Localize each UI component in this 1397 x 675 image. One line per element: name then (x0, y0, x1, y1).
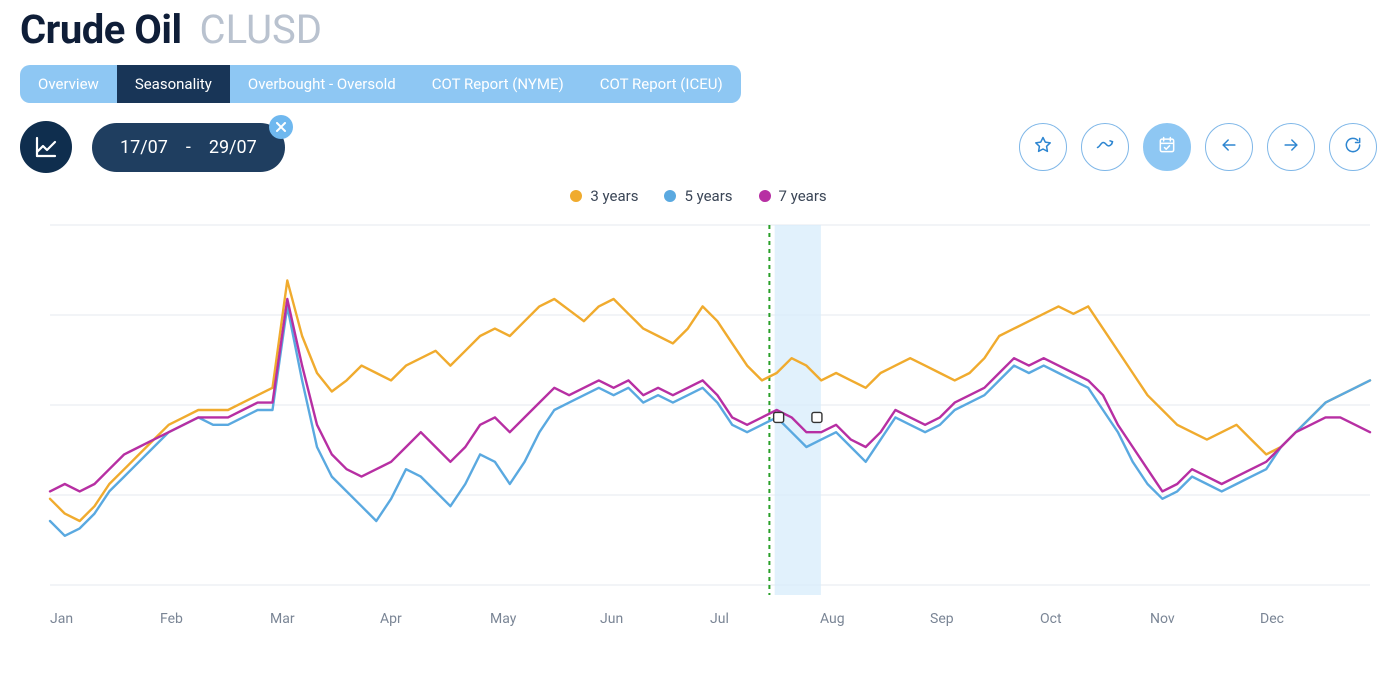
tab-overview[interactable]: Overview (20, 65, 117, 103)
svg-text:Apr: Apr (380, 611, 402, 627)
legend-label: 5 years (684, 187, 732, 205)
svg-text:Aug: Aug (820, 611, 845, 627)
ticker-symbol: CLUSD (200, 6, 322, 53)
star-icon (1033, 135, 1053, 159)
legend-item[interactable]: 5 years (664, 187, 732, 205)
refresh-icon (1343, 135, 1363, 159)
legend-swatch (759, 190, 771, 202)
next-button[interactable] (1267, 123, 1315, 171)
trend-icon (1095, 135, 1115, 159)
trend-button[interactable] (1081, 123, 1129, 171)
close-icon (276, 122, 286, 132)
seasonality-chart: Jan Feb Mar Apr May Jun Jul Aug Sep Oct Nov Dec (20, 215, 1377, 655)
legend-swatch (570, 190, 582, 202)
svg-text:Sep: Sep (930, 611, 954, 627)
prev-button[interactable] (1205, 123, 1253, 171)
calendar-icon (1157, 135, 1177, 159)
svg-text:Nov: Nov (1150, 611, 1175, 627)
arrow-left-icon (1219, 135, 1239, 159)
legend-item[interactable]: 7 years (759, 187, 827, 205)
date-from: 17/07 (120, 137, 168, 158)
line-chart-icon (34, 135, 58, 159)
tab-cot-report-iceu-[interactable]: COT Report (ICEU) (582, 65, 741, 103)
refresh-button[interactable] (1329, 123, 1377, 171)
tab-seasonality[interactable]: Seasonality (117, 65, 230, 103)
title-row: Crude Oil CLUSD (20, 0, 1377, 65)
arrow-right-icon (1281, 135, 1301, 159)
legend-swatch (664, 190, 676, 202)
date-separator: - (186, 137, 191, 158)
chart-type-button[interactable] (20, 121, 72, 173)
legend-label: 3 years (590, 187, 638, 205)
svg-text:Feb: Feb (160, 611, 183, 627)
date-range-pill[interactable]: 17/07 - 29/07 (92, 123, 285, 172)
svg-text:Jul: Jul (710, 611, 729, 627)
page-title: Crude Oil (20, 6, 182, 53)
legend-item[interactable]: 3 years (570, 187, 638, 205)
chart-legend: 3 years 5 years 7 years (20, 187, 1377, 205)
svg-text:Mar: Mar (270, 611, 295, 627)
svg-text:Jun: Jun (600, 611, 623, 627)
tab-overbought-oversold[interactable]: Overbought - Oversold (230, 65, 414, 103)
controls-row: 17/07 - 29/07 (20, 121, 1377, 173)
svg-text:Jan: Jan (50, 611, 73, 627)
favorite-button[interactable] (1019, 123, 1067, 171)
tab-bar: OverviewSeasonalityOverbought - Oversold… (20, 65, 741, 103)
calendar-button[interactable] (1143, 123, 1191, 171)
svg-text:Oct: Oct (1040, 611, 1062, 627)
legend-label: 7 years (779, 187, 827, 205)
clear-date-button[interactable] (269, 115, 293, 139)
svg-text:Dec: Dec (1260, 611, 1284, 627)
svg-text:May: May (490, 611, 517, 627)
date-to: 29/07 (209, 137, 257, 158)
tab-cot-report-nyme-[interactable]: COT Report (NYME) (414, 65, 582, 103)
